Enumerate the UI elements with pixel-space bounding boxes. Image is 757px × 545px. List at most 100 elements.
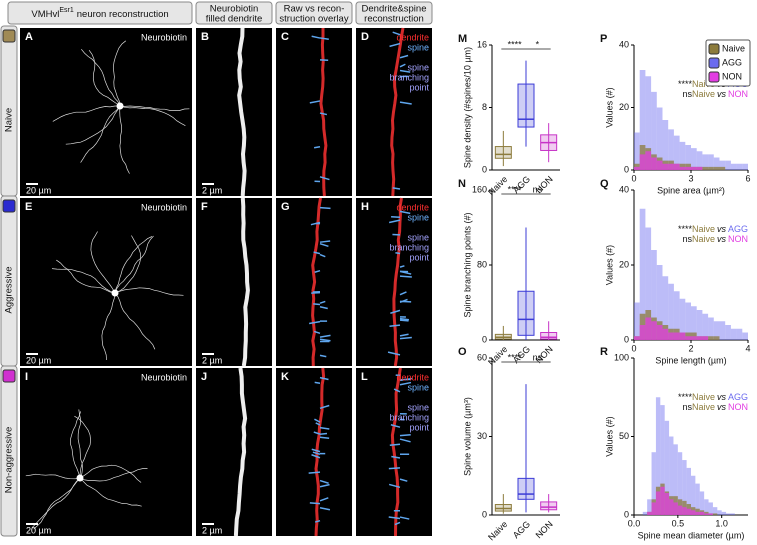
box — [517, 83, 535, 128]
sig-label: ns — [533, 352, 543, 362]
hist-bar — [730, 163, 737, 170]
neurite — [88, 49, 121, 107]
hist-bar — [725, 160, 731, 170]
spine — [313, 431, 321, 435]
y-axis-label: Spine branching points (#) — [462, 212, 472, 317]
spine — [399, 516, 410, 520]
panel-letter: G — [281, 201, 290, 213]
hist-bar — [712, 507, 718, 515]
stain-label: Neurobiotin — [141, 372, 187, 382]
spine — [399, 101, 412, 105]
hist-bar — [742, 332, 748, 340]
neurite — [79, 477, 142, 507]
hist-bar — [679, 141, 686, 170]
hist-bar — [682, 507, 687, 515]
spine — [399, 298, 408, 303]
y-tick-label: 20 — [619, 259, 629, 269]
x-axis-label: Spine area (µm²) — [657, 185, 725, 195]
y-tick-label: 0 — [482, 509, 487, 519]
hist-bar — [677, 452, 683, 515]
neurite — [114, 287, 184, 296]
dendrite — [314, 367, 326, 537]
spine — [399, 478, 408, 482]
annotation-part: **** — [678, 392, 693, 402]
x-tick-label: Naive — [486, 344, 509, 367]
spine — [312, 451, 321, 455]
spine — [399, 317, 410, 321]
spine — [399, 210, 411, 215]
spine — [319, 338, 331, 342]
header-sup: Esr1 — [59, 7, 74, 14]
row-label: Aggressive — [4, 267, 15, 314]
x-tick-label: 0.0 — [628, 518, 641, 528]
scale-label: 20 µm — [26, 355, 51, 365]
spine — [388, 219, 401, 224]
annotation-part: ns — [682, 89, 692, 99]
hist-bar — [655, 491, 661, 515]
spine — [311, 448, 321, 453]
y-tick-label: 40 — [619, 39, 629, 49]
hist-bar — [639, 325, 646, 340]
y-tick-label: 0 — [482, 164, 487, 174]
y-tick-label: 30 — [477, 431, 487, 441]
sig-label: **** — [508, 39, 523, 49]
sig-label: **** — [508, 352, 523, 362]
neurite — [119, 105, 130, 174]
annotation-part: ns — [682, 402, 692, 412]
hist-bar — [726, 513, 731, 515]
hist-bar — [651, 452, 656, 515]
scale-label: 2 µm — [202, 185, 222, 195]
hist-bar — [664, 420, 670, 515]
panel-letter: M — [458, 33, 467, 45]
hist-bar — [708, 513, 713, 515]
hist-bar — [736, 163, 743, 170]
neurite — [81, 48, 121, 107]
header-rest: neuron reconstruction — [77, 9, 169, 20]
hist-bar — [655, 397, 661, 515]
hist-bar — [719, 321, 726, 340]
hist-bar — [713, 166, 720, 170]
hist-bar — [742, 163, 748, 170]
neurite — [114, 235, 142, 294]
panel-letter: B — [201, 31, 209, 43]
hist-bar — [691, 148, 697, 170]
x-tick-label: NON — [534, 519, 555, 540]
neurite — [52, 105, 120, 122]
overlay-legend: dendrite — [396, 202, 429, 212]
y-tick-label: 60 — [477, 352, 487, 362]
hist-bar — [662, 276, 669, 340]
mouse-icon — [2, 199, 16, 213]
hist-bar — [686, 508, 691, 515]
hist-bar — [702, 313, 709, 340]
y-axis-label: Spine volume (µm³) — [462, 397, 472, 476]
legend-label: NON — [722, 71, 742, 81]
x-tick-label: AGG — [511, 519, 532, 540]
overlay-legend: point — [409, 422, 429, 432]
hist-bar — [645, 151, 652, 170]
spine — [319, 206, 331, 210]
hist-bar — [679, 298, 686, 340]
sig-label: * — [536, 39, 540, 49]
spine — [319, 354, 327, 358]
hist-bar — [660, 405, 665, 515]
y-tick-label: 8 — [482, 102, 487, 112]
header: Raw vs recon- — [284, 4, 345, 15]
neurite — [31, 477, 81, 529]
hist-bar — [634, 336, 640, 340]
spine — [319, 253, 326, 258]
spine — [399, 265, 405, 268]
overlay-legend: spine — [407, 212, 429, 222]
spine — [399, 336, 412, 340]
hist-bar — [668, 163, 674, 170]
spine — [388, 516, 401, 520]
annotation-part: vs — [717, 234, 727, 244]
micrograph — [196, 28, 272, 196]
annotation: nsNaive vs NON — [682, 402, 748, 412]
spine — [390, 424, 401, 428]
annotation-part: vs — [717, 402, 727, 412]
annotation-part: Naive — [692, 79, 715, 89]
panel-letter: J — [201, 371, 207, 383]
neurite — [25, 473, 81, 480]
